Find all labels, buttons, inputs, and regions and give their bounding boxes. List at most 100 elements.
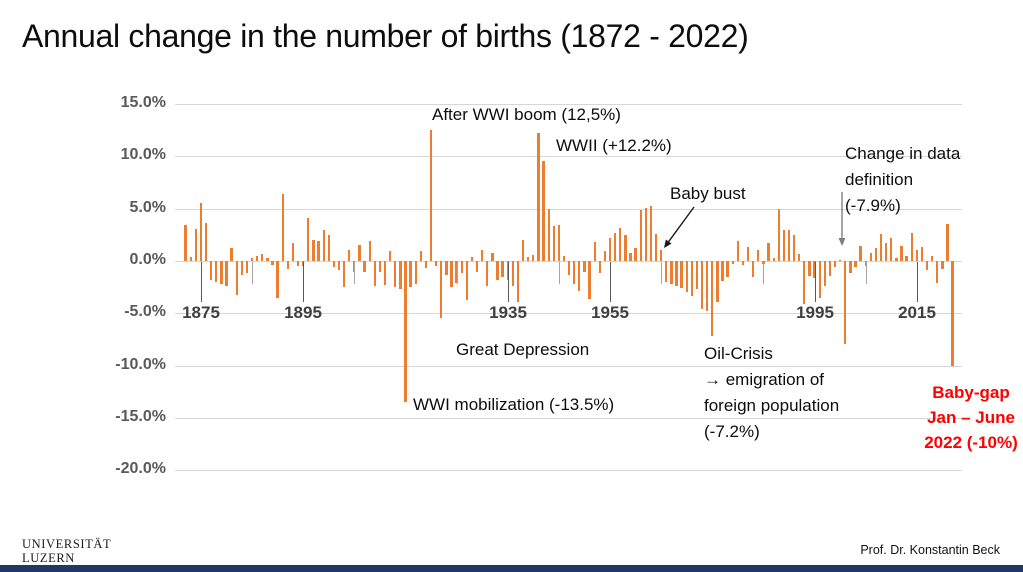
bar-1916 [409, 261, 412, 288]
bar-1904 [348, 249, 351, 261]
bar-2012 [900, 246, 903, 261]
annotation-baby-bust: Baby bust [670, 184, 746, 203]
bar-1981 [741, 261, 745, 266]
bar-1926 [460, 261, 463, 273]
x-tick-1995 [815, 262, 816, 302]
bar-2022 [951, 261, 954, 366]
bar-2006 [869, 252, 872, 261]
bar-1969 [680, 261, 683, 289]
bar-1894 [296, 261, 300, 267]
bar-1931 [486, 261, 489, 287]
bar-1953 [598, 261, 601, 273]
bar-1942 [542, 160, 545, 261]
bar-1883 [240, 261, 243, 275]
x-minor-tick-1985 [763, 262, 764, 284]
bar-2020 [941, 261, 944, 270]
bar-2001 [844, 261, 847, 344]
bar-2019 [936, 261, 939, 283]
bar-1946 [562, 255, 566, 261]
bar-1897 [312, 240, 315, 261]
footer-accent-bar [0, 565, 1023, 572]
bar-1902 [337, 261, 341, 271]
bar-1925 [455, 261, 458, 283]
bar-1992 [798, 253, 801, 261]
y-axis-label--5.0%: -5.0% [124, 303, 166, 320]
bar-1956 [613, 232, 617, 261]
bar-1884 [245, 261, 249, 273]
y-axis-label--15.0%: -15.0% [115, 408, 166, 425]
bar-1971 [690, 261, 693, 296]
x-minor-tick-1945 [559, 262, 560, 284]
bar-1935 [506, 261, 509, 280]
bar-1999 [833, 261, 837, 268]
x-tick-1935 [508, 262, 509, 302]
bar-1977 [721, 261, 724, 281]
bar-1875 [199, 203, 203, 261]
bar-1874 [194, 228, 197, 261]
bar-1929 [475, 261, 479, 272]
x-axis-label-1875: 1875 [182, 303, 220, 322]
y-axis-label-5.0%: 5.0% [129, 199, 166, 216]
x-tick-2015 [917, 262, 918, 302]
bar-1979 [731, 261, 734, 265]
bar-1924 [450, 261, 453, 288]
bar-1965 [660, 249, 663, 261]
bar-1907 [363, 261, 366, 272]
y-axis-label--10.0%: -10.0% [115, 356, 166, 373]
bar-1945 [557, 225, 561, 261]
bar-1880 [225, 261, 228, 287]
bar-1957 [619, 227, 622, 261]
bar-1937 [516, 261, 520, 302]
bar-1923 [445, 261, 448, 275]
annotation-great-depression: Great Depression [456, 340, 590, 359]
bar-1876 [204, 223, 208, 261]
annotation-wwi-mobilization: WWI mobilization (-13.5%) [413, 395, 615, 414]
bar-1994 [808, 261, 811, 276]
x-minor-tick-1925 [457, 262, 458, 284]
baby-bust-arrow [664, 206, 695, 248]
bar-1948 [573, 261, 576, 284]
bar-1983 [752, 261, 755, 277]
bar-1882 [235, 261, 238, 295]
bar-1881 [230, 248, 233, 261]
bar-1988 [777, 208, 780, 262]
bar-1921 [435, 261, 438, 267]
bar-1996 [818, 261, 821, 298]
x-axis-label-1895: 1895 [284, 303, 322, 322]
bar-1879 [220, 261, 223, 284]
bar-1885 [250, 257, 254, 261]
bar-1872 [184, 225, 187, 261]
y-axis-label-10.0%: 10.0% [120, 146, 166, 163]
bar-1993 [803, 261, 806, 304]
bar-2013 [905, 255, 908, 261]
bar-1877 [210, 261, 213, 280]
bar-1955 [608, 238, 612, 261]
bar-2016 [920, 247, 924, 261]
bar-1986 [767, 243, 770, 261]
bar-1903 [342, 261, 346, 288]
bar-1943 [547, 208, 550, 262]
bar-1984 [757, 249, 760, 261]
bar-1959 [629, 252, 632, 261]
x-axis-label-1955: 1955 [591, 303, 629, 322]
bar-1915 [404, 261, 407, 403]
x-minor-tick-1965 [661, 262, 662, 284]
bar-2000 [838, 260, 842, 261]
bar-1900 [327, 234, 330, 261]
bar-1978 [726, 261, 729, 277]
bar-1990 [787, 229, 791, 261]
annotation-change-in-data-definition: Change in data definition (-7.9%) [845, 144, 961, 215]
bar-2009 [884, 243, 888, 261]
y-axis-label-0.0%: 0.0% [129, 251, 166, 268]
bar-1890 [276, 261, 279, 298]
bar-1917 [414, 261, 417, 284]
bar-1947 [567, 261, 571, 275]
y-axis-label--20.0%: -20.0% [115, 460, 166, 477]
bar-1997 [823, 261, 826, 287]
bar-2003 [854, 261, 857, 268]
bar-1936 [511, 261, 515, 287]
x-minor-tick-1905 [354, 262, 355, 284]
annotation-baby-gap: Baby-gap Jan – June 2022 (-10%) [924, 383, 1018, 452]
bar-1887 [261, 253, 264, 261]
